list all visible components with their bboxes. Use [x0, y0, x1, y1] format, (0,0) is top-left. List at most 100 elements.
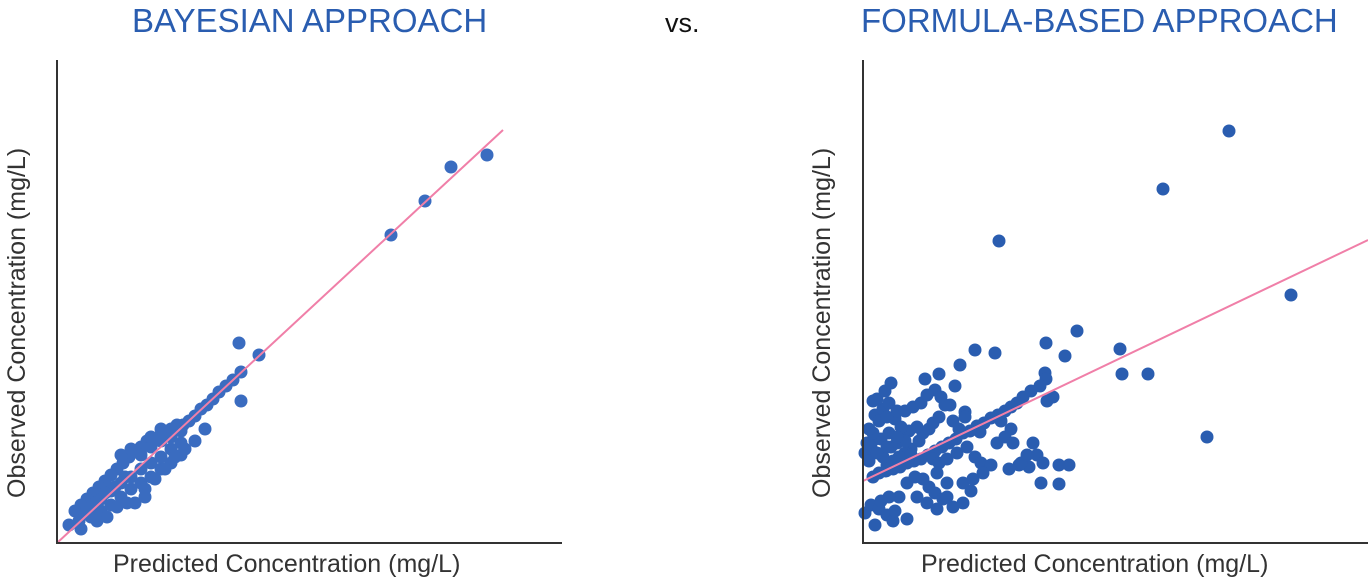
data-point [920, 496, 934, 510]
data-point [940, 476, 954, 490]
data-point [874, 494, 888, 508]
right-x-axis-label: Predicted Concentration (mg/L) [921, 550, 1269, 578]
data-point [976, 466, 990, 480]
right-chart-title: FORMULA-BASED APPROACH [861, 2, 1338, 39]
data-point [88, 496, 102, 510]
data-point [138, 490, 152, 504]
data-point [984, 458, 998, 472]
data-point [938, 398, 952, 412]
data-point [916, 472, 930, 486]
data-point [188, 434, 202, 448]
data-point [932, 367, 946, 381]
data-point [124, 442, 138, 456]
data-point [1052, 477, 1066, 491]
data-point [118, 470, 132, 484]
data-point [108, 480, 122, 494]
data-point [952, 422, 966, 436]
data-point [892, 490, 906, 504]
left-x-axis-label: Predicted Concentration (mg/L) [113, 550, 461, 578]
data-point [168, 450, 182, 464]
data-point [1141, 367, 1155, 381]
data-point [1062, 458, 1076, 472]
data-point [904, 448, 918, 462]
data-point [1052, 458, 1066, 472]
data-point [866, 394, 880, 408]
data-point [1113, 342, 1127, 356]
data-point [974, 456, 988, 470]
data-point [966, 472, 980, 486]
data-point [198, 422, 212, 436]
data-point [920, 388, 934, 402]
data-point [946, 500, 960, 514]
data-point [900, 512, 914, 526]
data-point [948, 379, 962, 393]
comparison-label: vs. [665, 8, 700, 38]
data-point [144, 430, 158, 444]
data-point [124, 482, 138, 496]
left-fit-line [56, 129, 504, 544]
data-point [932, 410, 946, 424]
left-chart-title: BAYESIAN APPROACH [132, 2, 488, 39]
data-point [1020, 448, 1034, 462]
right-data-points [858, 124, 1298, 532]
data-point [1036, 456, 1050, 470]
data-point [958, 410, 972, 424]
data-point [1222, 124, 1236, 138]
data-point [894, 420, 908, 434]
data-point [134, 462, 148, 476]
data-point [148, 472, 162, 486]
data-point [144, 440, 158, 454]
data-point [918, 372, 932, 386]
data-point [154, 450, 168, 464]
data-point [1039, 336, 1053, 350]
data-point [1026, 436, 1040, 450]
data-point [930, 502, 944, 516]
data-point [953, 358, 967, 372]
data-point [134, 448, 148, 462]
data-point [1115, 367, 1129, 381]
data-point [940, 452, 954, 466]
data-point [880, 410, 894, 424]
data-point [90, 514, 104, 528]
right-fit-line [862, 239, 1368, 482]
data-point [154, 422, 168, 436]
data-point [890, 430, 904, 444]
data-point [956, 476, 970, 490]
data-point [950, 446, 964, 460]
data-point [100, 510, 114, 524]
data-point [1070, 324, 1084, 338]
data-point [72, 514, 86, 528]
data-point [870, 446, 884, 460]
data-point [930, 466, 944, 480]
data-point [1156, 182, 1170, 196]
data-point [110, 500, 124, 514]
data-point [956, 496, 970, 510]
data-point [114, 448, 128, 462]
data-point [158, 462, 172, 476]
data-point [862, 422, 876, 436]
data-point [68, 504, 82, 518]
data-point [232, 336, 246, 350]
data-point [1046, 390, 1060, 404]
data-point [1006, 436, 1020, 450]
data-point [882, 396, 896, 410]
data-point [988, 346, 1002, 360]
data-point [968, 343, 982, 357]
data-point [1034, 476, 1048, 490]
data-point [940, 490, 954, 504]
data-point [1284, 288, 1298, 302]
right-scatter-plot [858, 60, 1368, 544]
data-point [1058, 349, 1072, 363]
data-point [234, 394, 248, 408]
data-point [862, 454, 876, 468]
data-point [964, 484, 978, 498]
data-point [960, 440, 974, 454]
data-point [120, 496, 134, 510]
left-scatter-plot [56, 60, 562, 544]
data-point [178, 442, 192, 456]
data-point [174, 424, 188, 438]
data-point [1200, 430, 1214, 444]
data-point [1002, 462, 1016, 476]
data-point [884, 376, 898, 390]
